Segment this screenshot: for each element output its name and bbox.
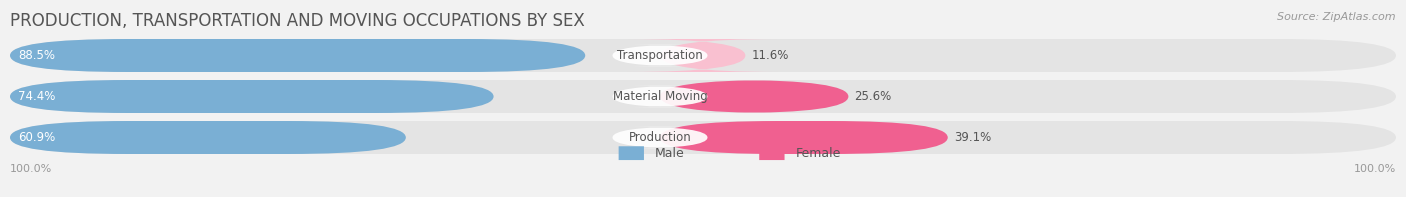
Text: PRODUCTION, TRANSPORTATION AND MOVING OCCUPATIONS BY SEX: PRODUCTION, TRANSPORTATION AND MOVING OC… [10, 12, 585, 30]
FancyBboxPatch shape [613, 86, 707, 107]
FancyBboxPatch shape [759, 146, 785, 160]
FancyBboxPatch shape [659, 121, 948, 154]
Text: Material Moving: Material Moving [613, 90, 707, 103]
FancyBboxPatch shape [10, 121, 406, 154]
Text: 11.6%: 11.6% [751, 49, 789, 62]
Text: 100.0%: 100.0% [10, 164, 52, 174]
FancyBboxPatch shape [659, 80, 848, 113]
FancyBboxPatch shape [10, 121, 1396, 154]
Text: 25.6%: 25.6% [855, 90, 891, 103]
FancyBboxPatch shape [619, 146, 644, 160]
Text: 88.5%: 88.5% [18, 49, 55, 62]
Text: Production: Production [628, 131, 692, 144]
FancyBboxPatch shape [627, 39, 778, 72]
Text: Source: ZipAtlas.com: Source: ZipAtlas.com [1278, 12, 1396, 22]
Text: Male: Male [655, 147, 685, 160]
Text: Transportation: Transportation [617, 49, 703, 62]
Text: 60.9%: 60.9% [18, 131, 55, 144]
FancyBboxPatch shape [10, 39, 1396, 72]
FancyBboxPatch shape [10, 80, 1396, 113]
Text: 100.0%: 100.0% [1354, 164, 1396, 174]
FancyBboxPatch shape [10, 80, 494, 113]
Text: Female: Female [796, 147, 841, 160]
FancyBboxPatch shape [10, 39, 585, 72]
Text: 39.1%: 39.1% [953, 131, 991, 144]
Text: 74.4%: 74.4% [18, 90, 55, 103]
FancyBboxPatch shape [613, 45, 707, 66]
FancyBboxPatch shape [613, 127, 707, 148]
